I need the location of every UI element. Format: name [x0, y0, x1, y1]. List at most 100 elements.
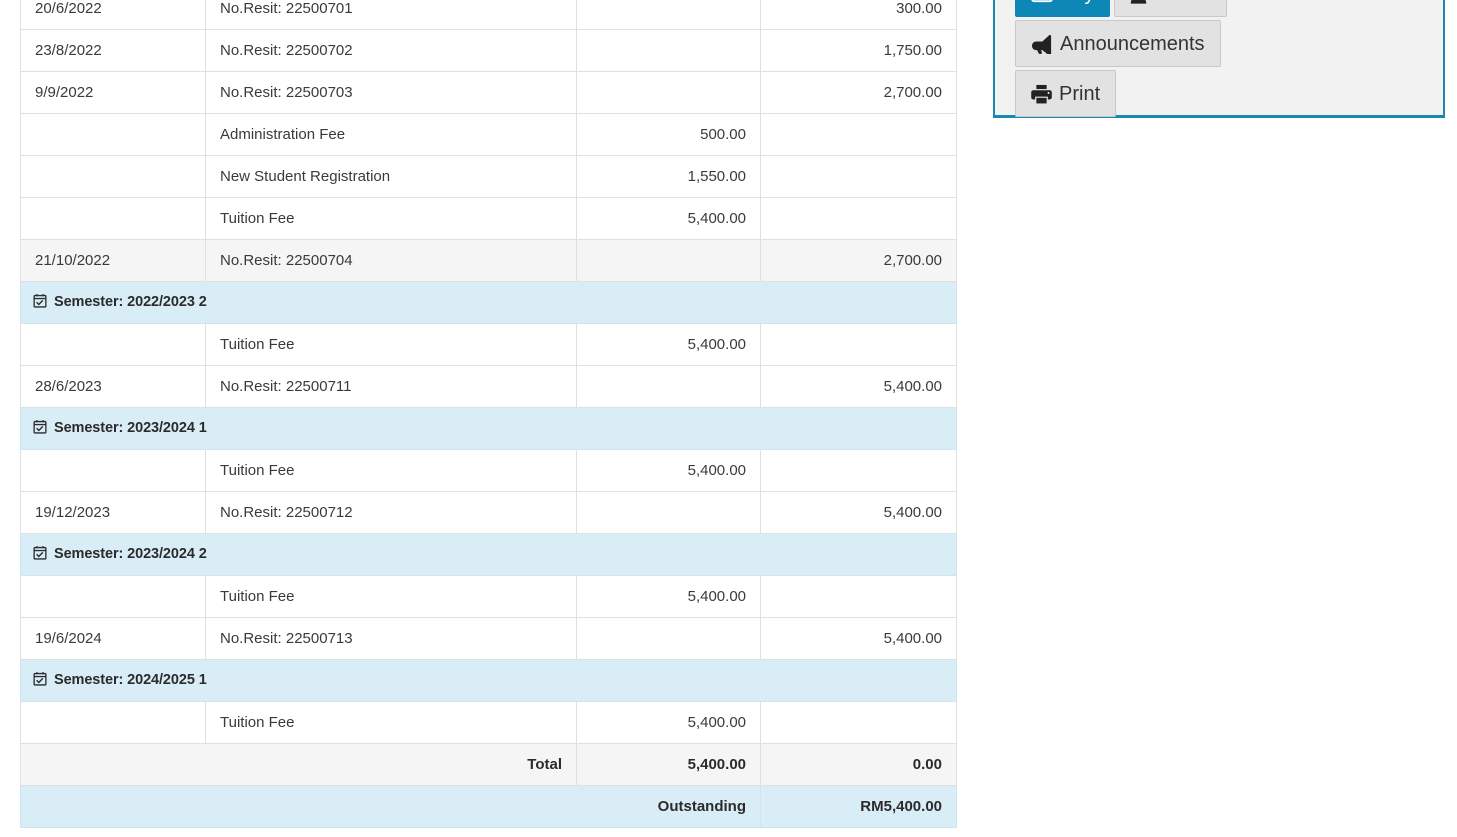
cell-credit: [760, 155, 957, 198]
total-debit: 5,400.00: [576, 743, 761, 786]
cell-debit: [576, 617, 761, 660]
semester-group-cell: Semester: 2023/2024 1: [20, 407, 957, 450]
table-row: 20/6/2022 No.Resit: 22500701 300.00: [20, 0, 957, 30]
cell-credit: [760, 701, 957, 744]
table-row: 21/10/2022 No.Resit: 22500704 2,700.00: [20, 239, 957, 282]
cell-debit: [576, 0, 761, 30]
action-button-group: Pay Profile Announcements Print: [1015, 0, 1431, 120]
credit-card-icon: [1031, 0, 1053, 5]
cell-date: [20, 113, 206, 156]
table-row: Tuition Fee 5,400.00: [20, 449, 957, 492]
cell-date: 28/6/2023: [20, 365, 206, 408]
cell-description: New Student Registration: [205, 155, 577, 198]
pay-button[interactable]: Pay: [1015, 0, 1111, 17]
total-label: Total: [20, 743, 577, 786]
cell-description: Administration Fee: [205, 113, 577, 156]
cell-description: No.Resit: 22500704: [205, 239, 577, 282]
cell-description: Tuition Fee: [205, 197, 577, 240]
table-row: Administration Fee 500.00: [20, 113, 957, 156]
cell-date: 21/10/2022: [20, 239, 206, 282]
printer-icon: [1031, 84, 1052, 104]
cell-date: 19/6/2024: [20, 617, 206, 660]
print-button-label: Print: [1059, 82, 1101, 105]
cell-credit: 5,400.00: [760, 365, 957, 408]
cell-date: 9/9/2022: [20, 71, 206, 114]
pay-button-label: Pay: [1060, 0, 1094, 4]
cell-debit: [576, 239, 761, 282]
cell-description: No.Resit: 22500712: [205, 491, 577, 534]
semester-label: Semester: 2023/2024 1: [54, 419, 207, 436]
cell-description: No.Resit: 22500713: [205, 617, 577, 660]
cell-debit: [576, 29, 761, 72]
cell-credit: [760, 449, 957, 492]
bullhorn-icon: [1031, 34, 1053, 54]
cell-debit: 5,400.00: [576, 197, 761, 240]
cell-debit: 500.00: [576, 113, 761, 156]
table-row: 19/12/2023 No.Resit: 22500712 5,400.00: [20, 491, 957, 534]
cell-description: Tuition Fee: [205, 449, 577, 492]
table-row: 9/9/2022 No.Resit: 22500703 2,700.00: [20, 71, 957, 114]
action-panel: Pay Profile Announcements Print: [993, 0, 1445, 118]
cell-debit: 5,400.00: [576, 575, 761, 618]
semester-group-header: Semester: 2023/2024 2: [20, 533, 957, 576]
semester-group-cell: Semester: 2024/2025 1: [20, 659, 957, 702]
table-row: 19/6/2024 No.Resit: 22500713 5,400.00: [20, 617, 957, 660]
cell-description: No.Resit: 22500701: [205, 0, 577, 30]
table-row: Tuition Fee 5,400.00: [20, 197, 957, 240]
semester-group-cell: Semester: 2023/2024 2: [20, 533, 957, 576]
outstanding-label: Outstanding: [20, 785, 761, 828]
table-row: New Student Registration 1,550.00: [20, 155, 957, 198]
semester-group-cell: Semester: 2022/2023 2: [20, 281, 957, 324]
outstanding-row: Outstanding RM5,400.00: [20, 785, 957, 828]
cell-description: No.Resit: 22500702: [205, 29, 577, 72]
cell-credit: 5,400.00: [760, 491, 957, 534]
cell-date: 23/8/2022: [20, 29, 206, 72]
cell-debit: 1,550.00: [576, 155, 761, 198]
cell-credit: [760, 113, 957, 156]
cell-date: 19/12/2023: [20, 491, 206, 534]
semester-group-header: Semester: 2023/2024 1: [20, 407, 957, 450]
cell-date: [20, 449, 206, 492]
cell-credit: [760, 323, 957, 366]
fees-statement-body: 20/6/2022 No.Resit: 22500701 300.00 23/8/20…: [20, 0, 957, 828]
table-row: Tuition Fee 5,400.00: [20, 323, 957, 366]
profile-button[interactable]: Profile: [1114, 0, 1228, 17]
cell-debit: [576, 365, 761, 408]
cell-credit: [760, 575, 957, 618]
announcements-button[interactable]: Announcements: [1015, 20, 1221, 67]
print-button[interactable]: Print: [1015, 70, 1117, 117]
calendar-check-icon: [33, 545, 47, 560]
fees-statement-table: 20/6/2022 No.Resit: 22500701 300.00 23/8/20…: [20, 0, 957, 828]
cell-date: [20, 323, 206, 366]
cell-description: No.Resit: 22500711: [205, 365, 577, 408]
cell-date: 20/6/2022: [20, 0, 206, 30]
outstanding-amount: RM5,400.00: [760, 785, 957, 828]
cell-debit: 5,400.00: [576, 323, 761, 366]
cell-date: [20, 197, 206, 240]
calendar-check-icon: [33, 293, 47, 308]
cell-date: [20, 701, 206, 744]
cell-debit: [576, 491, 761, 534]
cell-credit: 5,400.00: [760, 617, 957, 660]
cell-credit: 300.00: [760, 0, 957, 30]
cell-description: Tuition Fee: [205, 701, 577, 744]
cell-credit: 2,700.00: [760, 239, 957, 282]
cell-credit: 2,700.00: [760, 71, 957, 114]
table-row: Tuition Fee 5,400.00: [20, 575, 957, 618]
semester-group-header: Semester: 2022/2023 2: [20, 281, 957, 324]
cell-description: No.Resit: 22500703: [205, 71, 577, 114]
cell-debit: [576, 71, 761, 114]
cell-credit: [760, 197, 957, 240]
total-row: Total 5,400.00 0.00: [20, 743, 957, 786]
user-icon: [1130, 0, 1147, 4]
cell-description: Tuition Fee: [205, 575, 577, 618]
total-credit: 0.00: [760, 743, 957, 786]
cell-debit: 5,400.00: [576, 449, 761, 492]
semester-label: Semester: 2022/2023 2: [54, 293, 207, 310]
semester-label: Semester: 2023/2024 2: [54, 545, 207, 562]
cell-date: [20, 575, 206, 618]
semester-group-header: Semester: 2024/2025 1: [20, 659, 957, 702]
calendar-check-icon: [33, 419, 47, 434]
table-row: Tuition Fee 5,400.00: [20, 701, 957, 744]
